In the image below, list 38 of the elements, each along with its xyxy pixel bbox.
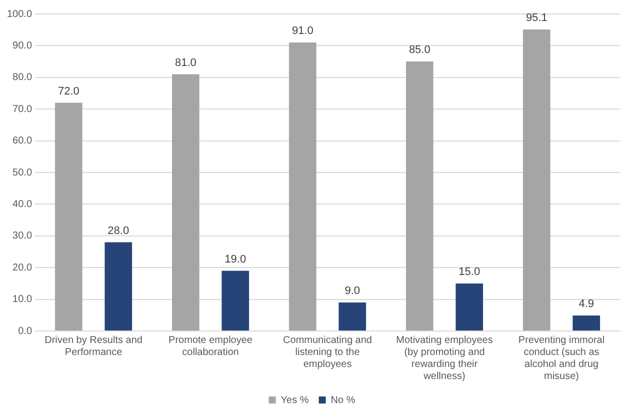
y-tick-label: 70.0 <box>12 104 32 115</box>
data-label: 72.0 <box>58 85 80 98</box>
y-tick-label: 90.0 <box>12 40 32 52</box>
data-label: 81.0 <box>174 56 196 69</box>
y-tick-label: 100.0 <box>6 8 32 20</box>
bar <box>288 42 316 330</box>
data-label: 95.1 <box>526 12 548 24</box>
bar <box>104 242 132 330</box>
x-tick-label: Promote employee collaboration <box>168 334 253 358</box>
x-tick-label: Driven by Results and Performance <box>44 334 142 358</box>
data-label: 15.0 <box>458 266 480 278</box>
data-label: 85.0 <box>408 44 430 56</box>
bar <box>572 315 600 330</box>
y-tick-label: 30.0 <box>12 230 32 242</box>
y-tick-label: 60.0 <box>12 136 32 147</box>
bar <box>522 30 550 330</box>
y-tick-label: 0.0 <box>18 326 32 337</box>
y-tick-label: 80.0 <box>12 72 32 84</box>
bar <box>338 302 366 330</box>
x-tick-label: Preventing immoral conduct (such as alcohol and drug misuse) <box>518 334 605 382</box>
data-label: 19.0 <box>224 253 246 266</box>
data-label: 9.0 <box>344 285 360 297</box>
y-tick-label: 20.0 <box>12 262 32 274</box>
bar <box>406 62 434 330</box>
data-label: 91.0 <box>292 25 314 38</box>
legend-label: No % <box>330 394 356 406</box>
x-tick-label: Motivating employees (by promoting and rewarding their wellness) <box>396 334 493 382</box>
data-label: 28.0 <box>108 224 130 237</box>
y-tick-label: 40.0 <box>12 198 32 210</box>
x-tick-label: Communicating and listening to the employees <box>283 334 372 370</box>
y-tick-label: 50.0 <box>12 167 32 178</box>
data-label: 4.9 <box>578 298 594 310</box>
bar <box>172 74 200 330</box>
bar <box>222 270 250 330</box>
bar <box>54 102 82 330</box>
bar <box>456 283 484 330</box>
y-tick-label: 10.0 <box>12 294 32 306</box>
legend-label: Yes % <box>280 394 309 406</box>
